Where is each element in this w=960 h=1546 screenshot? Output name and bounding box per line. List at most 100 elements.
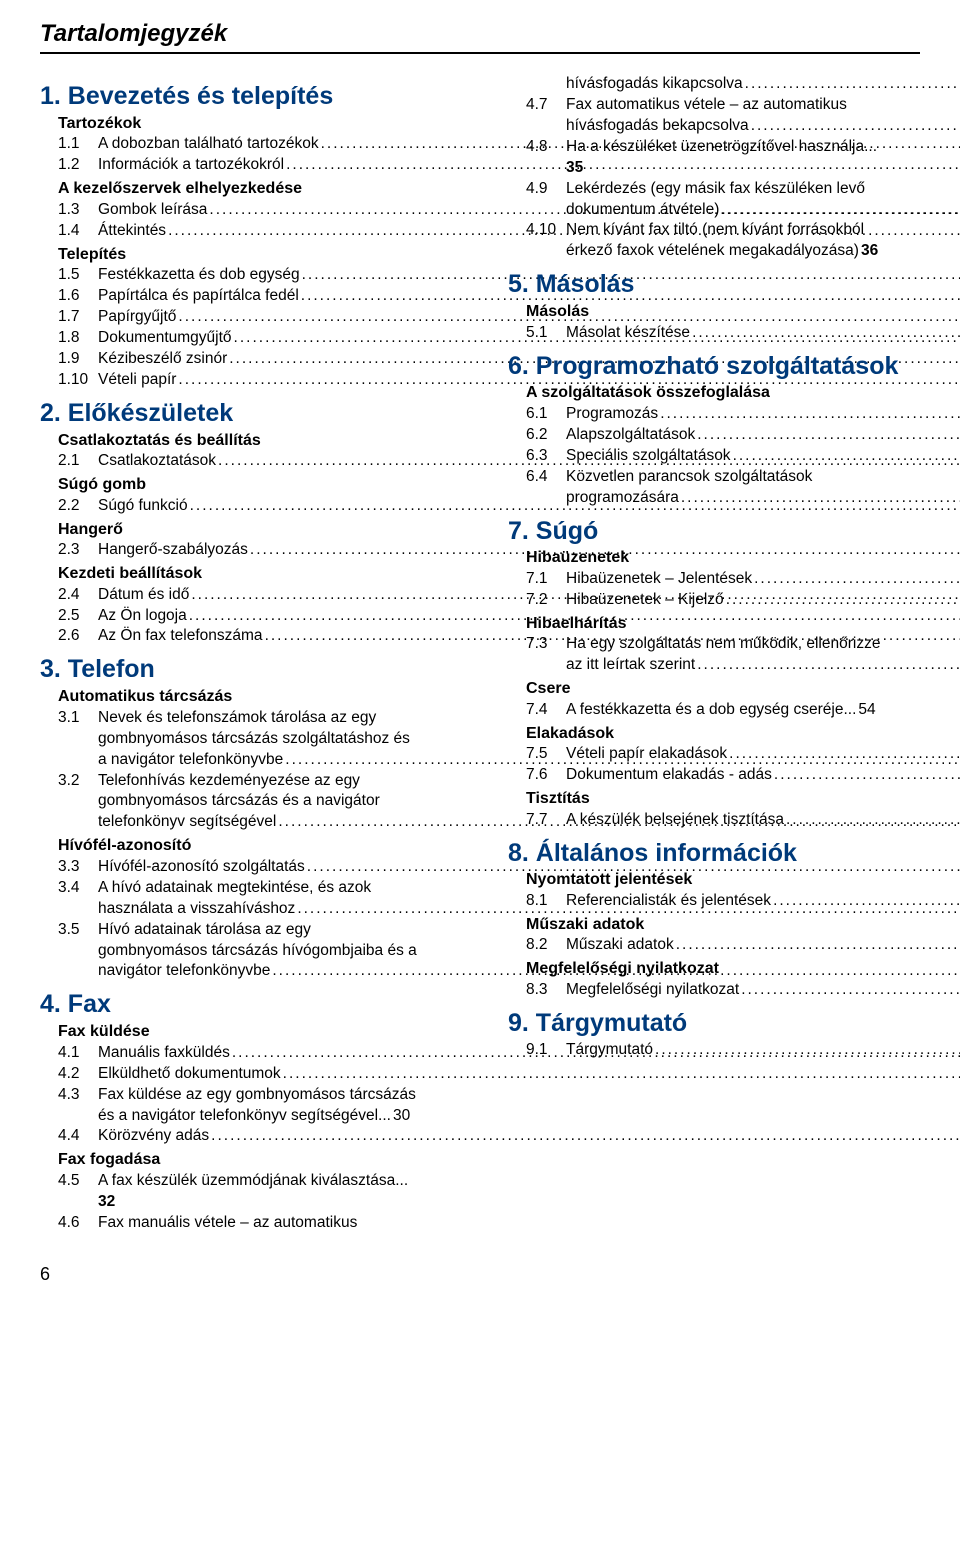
- entry-number: 1.4: [58, 221, 98, 242]
- leader-dots: [731, 446, 960, 467]
- entry-label: használata a visszahíváshoz: [98, 899, 295, 920]
- entry-number: 1.9: [58, 349, 98, 370]
- toc-entry: 7.1Hibaüzenetek – Jelentések47: [526, 569, 948, 590]
- entry-number: 4.5: [58, 1171, 98, 1192]
- chapter-heading: 5. Másolás: [508, 270, 948, 299]
- entry-label: telefonkönyv segítségével: [98, 812, 276, 833]
- entry-label-line: Nem kívánt fax tiltó (nem kívánt forráso…: [566, 220, 948, 241]
- toc-entry: 4.4Körözvény adás30: [58, 1126, 480, 1147]
- toc-entry: 7.5Vételi papír elakadások56: [526, 744, 948, 765]
- leader-dots: [771, 891, 960, 912]
- toc-right-column: hívásfogadás kikapcsolva334.7Fax automat…: [508, 74, 948, 1234]
- entry-number: 8.3: [526, 980, 566, 1001]
- entry-label: Műszaki adatok: [566, 935, 674, 956]
- entry-label-line: Ha egy szolgáltatás nem működik, ellenőr…: [566, 634, 960, 655]
- entry-label: Ha a készüléket üzenetrögzítővel használ…: [566, 137, 864, 158]
- entry-page: 54: [856, 700, 875, 721]
- chapter-heading: 6. Programozható szolgáltatások: [508, 352, 948, 381]
- toc-entry: 4.1Manuális faxküldés28: [58, 1043, 480, 1064]
- entry-number: 4.2: [58, 1064, 98, 1085]
- entry-label: Tárgymutató: [566, 1040, 653, 1061]
- toc-entry: 4.10Nem kívánt fax tiltó (nem kívánt for…: [526, 220, 948, 262]
- entry-number: 1.5: [58, 265, 98, 286]
- toc-entry: 5.1Másolat készítése38: [526, 323, 948, 344]
- toc-entry: 4.5A fax készülék üzemmódjának kiválaszt…: [58, 1171, 480, 1192]
- toc-entry: 7.4A festékkazetta és a dob egység cseré…: [526, 700, 948, 721]
- leader-dots: [695, 425, 960, 446]
- entry-number: 6.2: [526, 425, 566, 446]
- leader-dots: [674, 935, 960, 956]
- toc-entry: 1.9Kézibeszélő zsinór14: [58, 349, 480, 370]
- entry-label: A dobozban található tartozékok: [98, 134, 319, 155]
- entry-number: 2.5: [58, 606, 98, 627]
- entry-number: 1.10: [58, 370, 98, 391]
- toc-entry: 4.2Elküldhető dokumentumok29: [58, 1064, 480, 1085]
- entry-number: 4.1: [58, 1043, 98, 1064]
- entry-label: érkező faxok vételének megakadályozása): [566, 241, 859, 262]
- entry-label: A festékkazetta és a dob egység cseréje: [566, 700, 843, 721]
- entry-number: 7.3: [526, 634, 566, 676]
- entry-number: 2.2: [58, 496, 98, 517]
- leader-dots: [658, 404, 960, 425]
- leader-dots: [743, 74, 960, 95]
- entry-label-line: Fax automatikus vétele – az automatikus: [566, 95, 960, 116]
- toc-entry: 1.8Dokumentumgyűjtő14: [58, 328, 480, 349]
- leader-dots: [690, 323, 960, 344]
- toc-entry: 1.1A dobozban található tartozékok7: [58, 134, 480, 155]
- entry-number: 3.4: [58, 878, 98, 920]
- toc-left-column: 1. Bevezetés és telepítésTartozékok1.1A …: [40, 74, 480, 1234]
- entry-label: Festékkazetta és dob egység: [98, 265, 300, 286]
- toc-entry: 1.3Gombok leírása9: [58, 200, 480, 221]
- toc-entry: 1.10Vételi papír14: [58, 370, 480, 391]
- entry-number: 1.2: [58, 155, 98, 176]
- toc-entry: 6.2Alapszolgáltatások41: [526, 425, 948, 446]
- entry-label: dokumentum átvétele): [566, 200, 719, 221]
- entry-label: Hibaüzenetek – Kijelző: [566, 590, 724, 611]
- toc-entry: 4.6Fax manuális vétele – az automatikus: [58, 1213, 480, 1234]
- entry-label-line: Lekérdezés (egy másik fax készüléken lev…: [566, 179, 960, 200]
- entry-label: Kézibeszélő zsinór: [98, 349, 227, 370]
- chapter-heading: 7. Súgó: [508, 517, 948, 546]
- entry-label: navigátor telefonkönyvbe: [98, 961, 270, 982]
- entry-label: Másolat készítése: [566, 323, 690, 344]
- chapter-heading: 4. Fax: [40, 990, 480, 1019]
- section-group: Hibaelhárítás: [526, 613, 948, 635]
- leader-dots: [752, 569, 960, 590]
- section-group: Nyomtatott jelentések: [526, 869, 948, 891]
- toc-entry: 7.6Dokumentum elakadás - adás59: [526, 765, 948, 786]
- section-group: Elakadások: [526, 723, 948, 745]
- toc-entry: 9.1Tárgymutató67: [526, 1040, 948, 1061]
- entry-label: Az Ön logoja: [98, 606, 187, 627]
- section-group: Csere: [526, 678, 948, 700]
- leader-dots: [695, 655, 960, 676]
- entry-label: Körözvény adás: [98, 1126, 209, 1147]
- entry-number: 6.3: [526, 446, 566, 467]
- entry-label: Információk a tartozékokról: [98, 155, 284, 176]
- toc-entry: 3.2Telefonhívás kezdeményezése az egygom…: [58, 771, 480, 834]
- entry-label: Vételi papír elakadások: [566, 744, 727, 765]
- toc-entry-continuation: hívásfogadás kikapcsolva33: [526, 74, 948, 95]
- section-group: Hangerő: [58, 519, 480, 541]
- entry-number: 9.1: [526, 1040, 566, 1061]
- toc-entry: 3.3Hívófél-azonosító szolgáltatás24: [58, 857, 480, 878]
- entry-number: 3.2: [58, 771, 98, 834]
- entry-label: Hibaüzenetek – Jelentések: [566, 569, 752, 590]
- toc-entry: 8.1Referencialisták és jelentések62: [526, 891, 948, 912]
- toc-entry: 3.1Nevek és telefonszámok tárolása az eg…: [58, 708, 480, 771]
- entry-label: Papírgyűjtő: [98, 307, 176, 328]
- entry-number: 1.7: [58, 307, 98, 328]
- entry-label: Dátum és idő: [98, 585, 189, 606]
- chapter-heading: 1. Bevezetés és telepítés: [40, 82, 480, 111]
- entry-label-line: Fax küldése az egy gombnyomásos tárcsázá…: [98, 1085, 480, 1106]
- section-group: Telepítés: [58, 244, 480, 266]
- entry-number: 2.6: [58, 626, 98, 647]
- section-group: Tisztítás: [526, 788, 948, 810]
- toc-entry: 1.5Festékkazetta és dob egység11: [58, 265, 480, 286]
- section-group: Fax küldése: [58, 1021, 480, 1043]
- toc-entry: 6.1Programozás40: [526, 404, 948, 425]
- entry-number: 1.1: [58, 134, 98, 155]
- toc-entry: 8.2Műszaki adatok63: [526, 935, 948, 956]
- entry-label: Elküldhető dokumentumok: [98, 1064, 281, 1085]
- entry-number: 4.8: [526, 137, 566, 158]
- entry-label: A fax készülék üzemmódjának kiválasztása: [98, 1171, 395, 1192]
